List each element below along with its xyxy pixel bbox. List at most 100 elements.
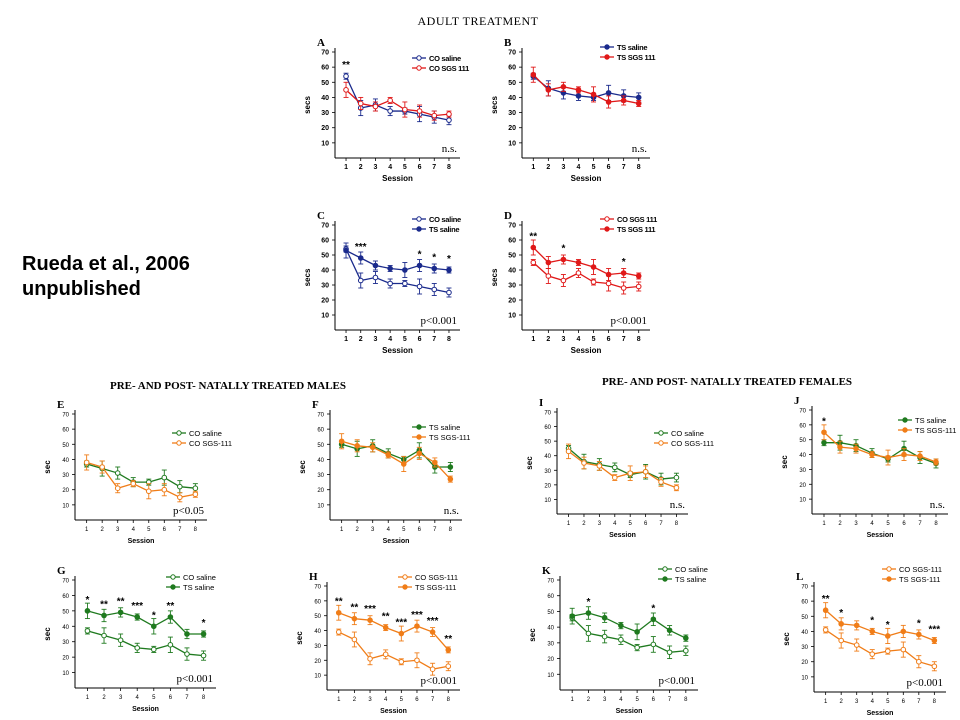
data-point-L-1-1	[838, 621, 844, 627]
data-point-F-1-1	[354, 443, 360, 449]
significance-star-A: **	[342, 60, 350, 71]
y-tick-label-G: 10	[62, 671, 69, 677]
data-point-L-0-1	[838, 637, 844, 644]
data-point-E-1-5	[161, 486, 168, 493]
y-tick-label-D: 30	[508, 283, 516, 290]
y-tick-label-L: 10	[801, 675, 808, 681]
data-point-L-1-6	[916, 631, 922, 638]
panel-letter-D: D	[504, 210, 512, 222]
x-tick-label-E: 7	[178, 527, 182, 533]
x-tick-label-G: 8	[202, 695, 206, 701]
y-tick-label-A: 20	[321, 125, 329, 132]
x-tick-label-I: 1	[567, 521, 571, 527]
significance-star-L: **	[822, 594, 830, 605]
stat-label-D: p<0.001	[611, 315, 647, 327]
data-point-L-0-4	[884, 648, 891, 654]
y-axis-label-L: sec	[782, 632, 791, 646]
legend-marker-C-1	[416, 226, 422, 232]
x-tick-label-A: 5	[403, 164, 407, 171]
significance-star-D: **	[529, 232, 537, 243]
x-tick-label-C: 2	[359, 336, 363, 343]
y-tick-label-A: 50	[321, 80, 329, 87]
x-tick-label-K: 5	[635, 697, 639, 703]
y-tick-label-J: 60	[799, 423, 806, 429]
x-tick-label-A: 6	[418, 164, 422, 171]
data-point-B-1-1	[545, 87, 552, 93]
x-tick-label-D: 3	[561, 336, 565, 343]
x-tick-label-A: 4	[388, 164, 392, 171]
y-tick-label-H: 60	[314, 599, 321, 605]
data-point-B-1-7	[635, 100, 642, 107]
x-tick-label-H: 7	[431, 697, 435, 703]
x-tick-label-F: 6	[418, 527, 422, 533]
x-tick-label-E: 5	[147, 527, 151, 533]
data-point-L-1-0	[822, 607, 829, 614]
data-point-F-1-4	[400, 461, 407, 467]
data-point-A-0-0	[343, 73, 349, 80]
data-point-G-1-6	[184, 631, 190, 637]
panel-J: J 10 20 30 40 50 60 70 1 2 3 4 5 6 7 8 Session sec TS sali…	[780, 395, 956, 539]
stat-label-L: p<0.001	[907, 677, 943, 689]
x-tick-label-I: 8	[675, 521, 679, 527]
data-point-L-0-6	[916, 658, 922, 665]
x-tick-label-J: 5	[886, 521, 890, 527]
legend-marker-J-1	[902, 427, 908, 433]
data-point-A-1-2	[372, 103, 379, 110]
x-tick-label-H: 8	[447, 697, 451, 703]
x-tick-label-E: 3	[116, 527, 120, 533]
panel-letter-J: J	[794, 395, 800, 407]
x-tick-label-C: 4	[388, 336, 392, 343]
x-axis-label-L: Session	[867, 710, 894, 717]
data-point-H-0-7	[445, 663, 452, 670]
legend-marker-F-0	[416, 424, 422, 430]
y-axis-label-J: sec	[780, 455, 789, 469]
y-tick-label-C: 60	[321, 238, 329, 245]
legend-marker-G-1	[170, 584, 176, 590]
data-point-E-1-2	[114, 485, 121, 492]
data-point-G-1-5	[167, 614, 174, 620]
legend-marker-D-1	[604, 226, 610, 232]
significance-star-H: ***	[427, 616, 439, 627]
data-point-L-1-3	[869, 628, 876, 635]
x-tick-label-D: 2	[546, 336, 550, 343]
y-axis-label-D: secs	[490, 268, 499, 286]
x-tick-label-J: 7	[918, 521, 922, 527]
significance-star-H: **	[350, 603, 358, 614]
y-axis-label-G: sec	[43, 627, 52, 641]
significance-star-L: *	[839, 608, 843, 619]
x-tick-label-L: 4	[871, 699, 875, 705]
data-point-G-0-1	[101, 632, 107, 639]
y-tick-label-F: 70	[317, 413, 324, 419]
y-tick-label-K: 50	[547, 610, 554, 616]
data-point-C-0-4	[402, 280, 408, 287]
data-point-H-0-1	[351, 636, 358, 643]
x-tick-label-F: 2	[356, 527, 360, 533]
y-tick-label-A: 60	[321, 65, 329, 72]
series-line-E-1	[86, 461, 196, 498]
x-axis-label-C: Session	[382, 346, 413, 355]
y-tick-label-B: 10	[508, 140, 516, 147]
significance-star-H: ***	[395, 618, 407, 629]
x-tick-label-H: 3	[368, 697, 372, 703]
series-line-H-0	[338, 631, 449, 670]
legend-label-I-0: CO saline	[671, 429, 704, 438]
data-point-C-1-5	[416, 262, 423, 269]
data-point-I-1-3	[611, 474, 618, 481]
data-point-C-0-3	[387, 280, 393, 287]
females-heading: PRE- AND POST- NATALLY TREATED FEMALES	[602, 376, 852, 388]
significance-star-L: *	[917, 618, 921, 629]
x-tick-label-H: 2	[353, 697, 357, 703]
y-tick-label-L: 70	[801, 585, 808, 591]
y-tick-label-E: 60	[62, 428, 69, 434]
legend-label-D-0: CO SGS 111	[617, 215, 657, 224]
data-point-C-1-7	[446, 267, 452, 273]
data-point-K-1-7	[683, 635, 689, 641]
y-tick-label-H: 20	[314, 659, 321, 665]
x-axis-label-K: Session	[616, 708, 643, 715]
panel-D: D 10 20 30 40 50 60 70 1 2 3 4 5 6 7 8 Session secs CO SGS…	[490, 210, 657, 355]
data-point-L-0-5	[900, 646, 907, 653]
significance-star-C: *	[432, 253, 436, 264]
data-point-H-1-2	[367, 617, 373, 623]
y-tick-label-D: 40	[508, 268, 516, 275]
y-tick-label-I: 10	[544, 498, 551, 504]
